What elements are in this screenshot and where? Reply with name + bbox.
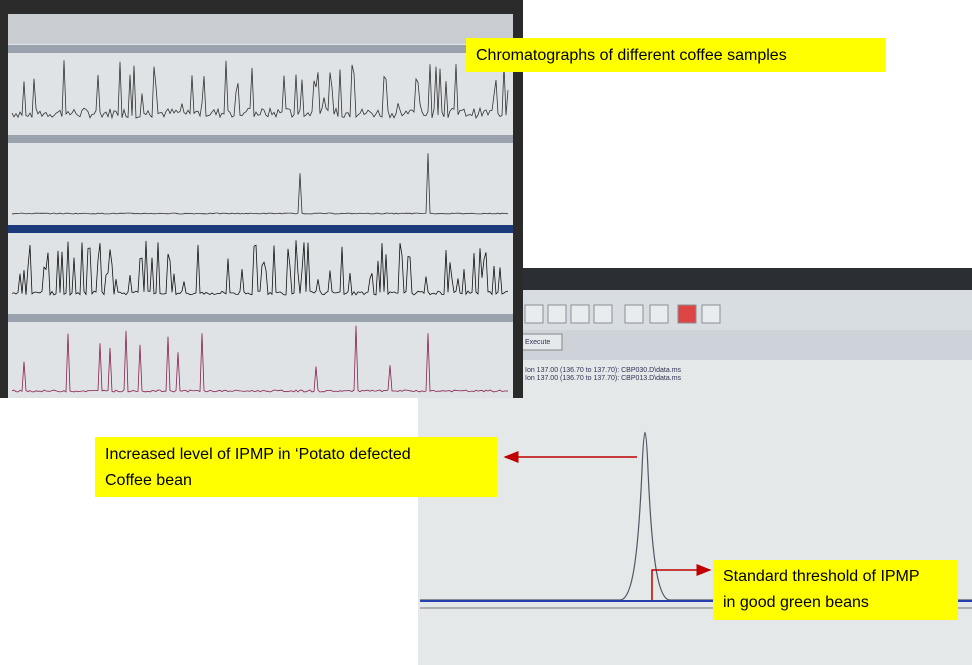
callout-text: Increased level of IPMP in ‘Potato defec… <box>105 446 411 463</box>
slide: Execute Ion 137.00 (136.70 to 137.70): C… <box>0 0 972 665</box>
callout-text: Coffee bean <box>105 472 192 489</box>
ion-label: Ion 137.00 (136.70 to 137.70): CBP030.D\… <box>525 367 682 374</box>
callout-text: Standard threshold of IPMP <box>723 568 920 585</box>
page: Execute Ion 137.00 (136.70 to 137.70): C… <box>0 0 972 665</box>
callout-title: Chromatographs of different coffee sampl… <box>476 47 787 64</box>
button-text: Execute <box>525 339 550 346</box>
ion-label: Ion 137.00 (136.70 to 137.70): CBP013.D\… <box>525 375 682 382</box>
callout-text: in good green beans <box>723 594 869 611</box>
left-photo <box>0 0 523 398</box>
